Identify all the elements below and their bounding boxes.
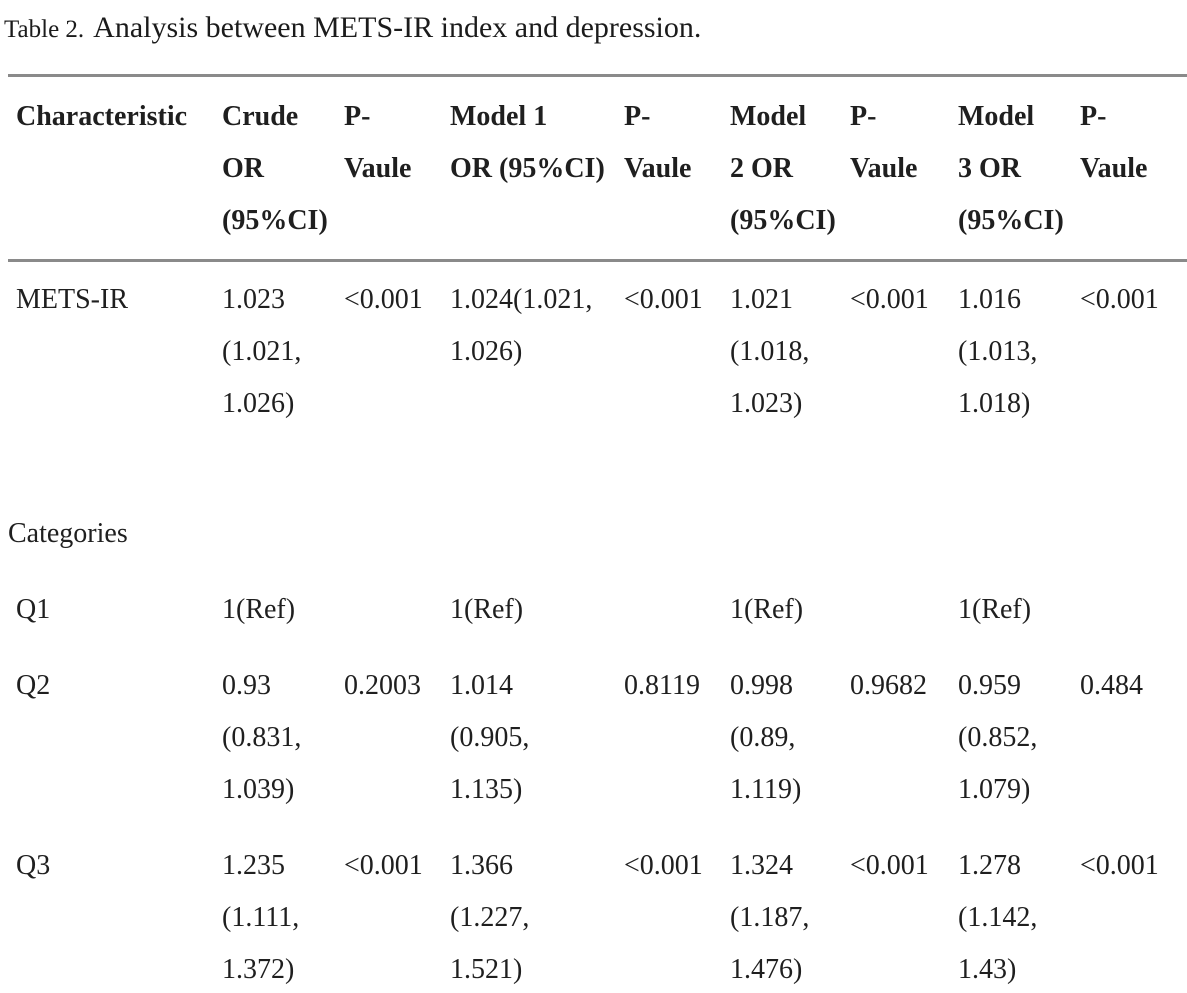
table-cell: <0.001 (1080, 850, 1159, 881)
table-cell: 0.2003 (344, 670, 421, 701)
column-header: P- Vaule (624, 75, 730, 262)
row-label: Q2 (16, 670, 51, 701)
table-cell: <0.001 (850, 284, 929, 315)
table-cell: 0.8119 (624, 670, 700, 701)
table-cell: 1.278 (1.142, 1.43) (958, 850, 1038, 985)
header-row: Characteristic Crude OR (95%CI) P- Vaule Mo… (8, 75, 1187, 262)
column-header: P- Vaule (344, 75, 450, 262)
analysis-table: Characteristic Crude OR (95%CI) P- Vaule Mo… (8, 74, 1187, 993)
table-cell (624, 572, 730, 648)
table-number-label: Table 2. (4, 16, 85, 43)
table-row: METS-IR 1.023 (1.021, 1.026) <0.001 1.024(1… (8, 261, 1187, 443)
table-cell: <0.001 (344, 284, 423, 315)
table-cell: 1.023 (1.021, 1.026) (222, 284, 302, 419)
table-row: Q2 0.93 (0.831, 1.039) 0.2003 1.014 (0.905,… (8, 648, 1187, 828)
table-cell: 1(Ref) (450, 594, 524, 625)
table-cell: <0.001 (624, 284, 703, 315)
column-header: P- Vaule (1080, 75, 1187, 262)
table-cell: 1.366 (1.227, 1.521) (450, 850, 530, 985)
table-caption: Analysis between METS-IR index and depre… (93, 11, 702, 44)
row-label: METS-IR (16, 284, 128, 315)
table-title: Table 2. Analysis between METS-IR index a… (4, 8, 1187, 50)
table-cell: 1.235 (1.111, 1.372) (222, 850, 300, 985)
table-cell: 0.484 (1080, 670, 1143, 701)
table-cell: 0.959 (0.852, 1.079) (958, 670, 1038, 805)
section-label: Categories (8, 518, 128, 549)
column-header: P- Vaule (850, 75, 958, 262)
table-body: METS-IR 1.023 (1.021, 1.026) <0.001 1.024(1… (8, 261, 1187, 993)
column-header: Model 3 OR (95%CI) (958, 75, 1080, 262)
table-cell: <0.001 (344, 850, 423, 881)
section-row: Categories (8, 496, 1187, 572)
table-cell: 1(Ref) (958, 594, 1032, 625)
table-cell: 1(Ref) (222, 594, 296, 625)
table-cell: 1.016 (1.013, 1.018) (958, 284, 1038, 419)
column-header: Model 1 OR (95%CI) (450, 75, 624, 262)
table-cell: <0.001 (624, 850, 703, 881)
column-header: Characteristic (8, 75, 222, 262)
table-cell: 0.93 (0.831, 1.039) (222, 670, 302, 805)
column-header: Crude OR (95%CI) (222, 75, 344, 262)
table-cell (1080, 572, 1187, 648)
table-cell: 0.9682 (850, 670, 927, 701)
table-cell: <0.001 (850, 850, 929, 881)
table-cell: 0.998 (0.89, 1.119) (730, 670, 802, 805)
table-cell: 1(Ref) (730, 594, 804, 625)
table-row: Q1 1(Ref) 1(Ref) 1(Ref) 1(Ref) (8, 572, 1187, 648)
spacer-row (8, 442, 1187, 496)
table-cell (344, 572, 450, 648)
column-header: Model 2 OR (95%CI) (730, 75, 850, 262)
table-cell: 1.014 (0.905, 1.135) (450, 670, 530, 805)
table-cell: <0.001 (1080, 284, 1159, 315)
table-cell (850, 572, 958, 648)
table-cell: 1.324 (1.187, 1.476) (730, 850, 810, 985)
row-label: Q3 (16, 850, 51, 881)
table-cell: 1.024(1.021, 1.026) (450, 284, 593, 367)
spacer-cell (8, 442, 1187, 496)
table-row: Q3 1.235 (1.111, 1.372) <0.001 1.366 (1.227… (8, 828, 1187, 993)
table-cell: 1.021 (1.018, 1.023) (730, 284, 810, 419)
row-label: Q1 (16, 594, 51, 625)
